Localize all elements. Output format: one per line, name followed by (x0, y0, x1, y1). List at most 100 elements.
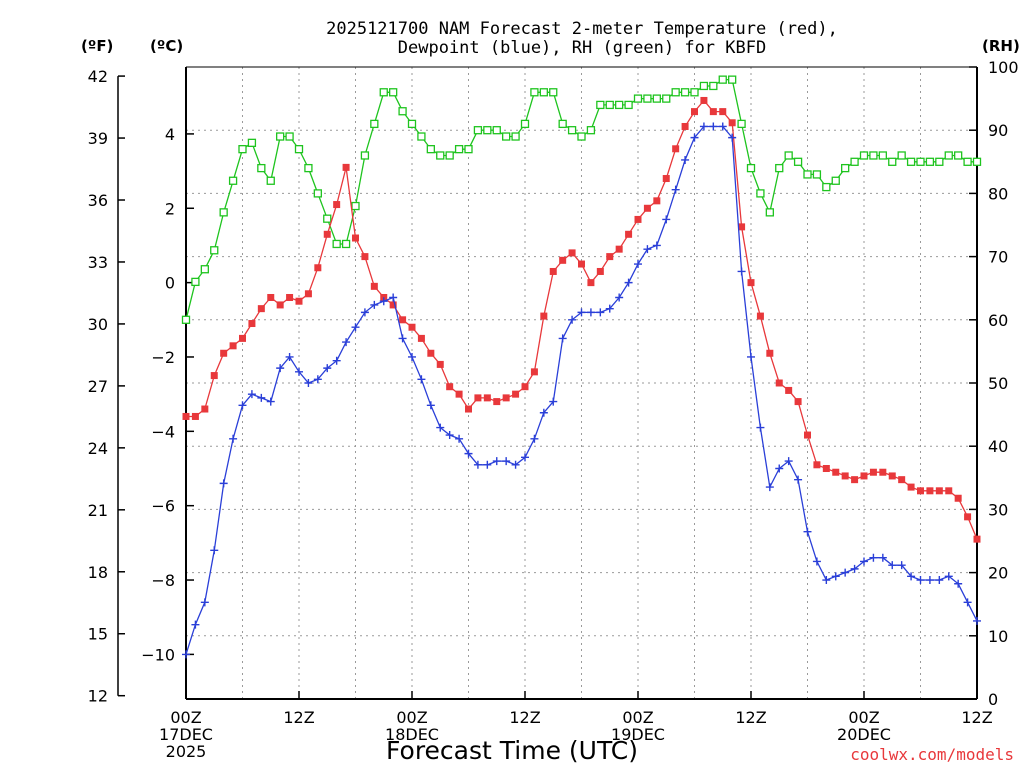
dewpoint-point (643, 245, 652, 254)
dewpoint-point (652, 241, 661, 250)
fahrenheit-tick-label: 39 (88, 129, 108, 148)
temperature-point (851, 476, 859, 484)
dewpoint-point (586, 308, 595, 317)
rh-tick-label: 0 (988, 690, 998, 709)
dewpoint-point (502, 457, 511, 466)
dewpoint-point (558, 334, 567, 343)
rh-point (549, 88, 558, 97)
rh-point (483, 126, 492, 135)
temperature-point (286, 293, 294, 301)
rh-point (520, 119, 530, 129)
rh-tick-label: 10 (988, 627, 1008, 646)
dewpoint-point (577, 308, 586, 317)
dewpoint-point (436, 423, 445, 432)
temperature-point (465, 405, 472, 413)
temperature-point (483, 394, 491, 402)
dewpoint-point (389, 293, 398, 302)
dewpoint-point (229, 434, 238, 443)
dewpoint-point (539, 408, 548, 417)
dewpoint-point (605, 304, 614, 313)
temperature-point (257, 305, 265, 313)
temperature-point (888, 472, 896, 480)
rh-point (511, 132, 520, 141)
temperature-point (201, 405, 209, 413)
temperature-point (239, 334, 246, 342)
rh-point (784, 151, 793, 160)
temperature-point (229, 342, 237, 350)
rh-point (341, 239, 351, 249)
rh-point (699, 81, 709, 91)
dewpoint-point (728, 133, 737, 142)
dewpoint-point (342, 338, 351, 347)
rh-point (370, 119, 379, 129)
dewpoint-point (304, 379, 313, 387)
dewpoint-point (313, 375, 322, 384)
rh-point (398, 107, 407, 116)
fahrenheit-tick-label: 42 (88, 67, 108, 86)
rh-point (181, 315, 191, 324)
rh-point (294, 145, 304, 154)
fahrenheit-tick-label: 33 (88, 253, 108, 272)
temperature-point (728, 119, 736, 127)
temperature-point (643, 204, 651, 212)
dewpoint-point (483, 460, 492, 469)
rh-point (454, 145, 464, 154)
fahrenheit-tick-label: 12 (88, 687, 108, 706)
time-tick-label: 12Z (283, 708, 314, 727)
rh-point (323, 214, 332, 223)
rh-axis: 0 10 20 30 40 50 60 70 80 90 100 (969, 58, 1019, 709)
dewpoint-point (681, 155, 690, 164)
dewpoint-point (907, 572, 916, 581)
dewpoint-point (615, 293, 624, 302)
temperature-point (427, 349, 435, 357)
fahrenheit-tick-label: 36 (88, 191, 108, 210)
rh-point (558, 119, 567, 129)
rh-point (257, 163, 266, 173)
rh-point (200, 265, 209, 274)
dewpoint-point (408, 352, 416, 361)
temperature-point (502, 394, 510, 402)
fahrenheit-tick-label: 18 (88, 563, 108, 582)
temperature-point (389, 301, 397, 309)
temperature-point (436, 360, 444, 368)
temperature-point (964, 513, 972, 521)
temperature-point (691, 108, 698, 116)
rh-point (841, 163, 850, 173)
temperature-point (775, 379, 783, 387)
temperature-point (681, 122, 689, 130)
rh-tick-label: 60 (988, 311, 1008, 330)
dewpoint-point (276, 364, 285, 373)
temperature-point (248, 320, 256, 328)
rh-point (351, 201, 360, 211)
temperature-point (756, 312, 764, 320)
rh-point (906, 157, 916, 166)
dewpoint-point (803, 527, 812, 536)
celsius-tick-label: −2 (151, 348, 175, 367)
time-tick-label: 18DEC (385, 725, 439, 744)
temperature-point (399, 316, 407, 324)
dewpoint-point (954, 579, 963, 588)
temperature-point (210, 372, 218, 380)
dewpoint-point (784, 457, 793, 466)
rh-point (671, 88, 680, 97)
time-tick-label: 12Z (735, 708, 766, 727)
rh-tick-label: 100 (988, 58, 1019, 77)
rh-point (238, 145, 247, 154)
dewpoint-point (266, 397, 275, 406)
dewpoint-point (247, 390, 256, 399)
temperature-point (530, 368, 538, 376)
dewpoint-point (737, 267, 746, 276)
temperature-point (869, 468, 877, 476)
time-tick-label: 2025 (166, 742, 207, 761)
rh-point (963, 157, 972, 166)
rh-point (596, 100, 605, 110)
temperature-point (596, 267, 604, 275)
dewpoint-point (511, 460, 520, 469)
dewpoint-point (662, 215, 671, 224)
dewpoint-point (200, 598, 209, 607)
temperature-point (295, 297, 303, 305)
dewpoint-point (182, 650, 190, 659)
rh-point (445, 151, 454, 160)
dewpoint-point (775, 464, 784, 473)
rh-point (633, 94, 643, 103)
